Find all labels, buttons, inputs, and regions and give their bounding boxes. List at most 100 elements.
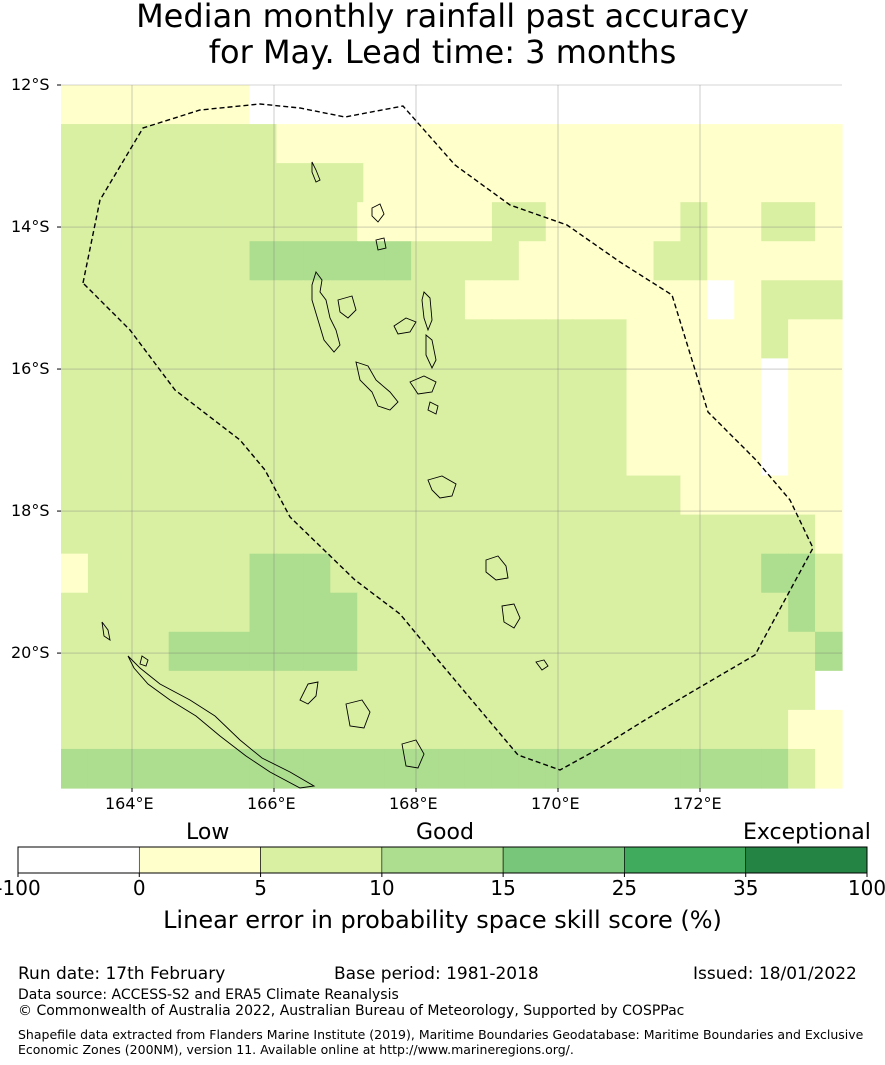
skill-cell bbox=[249, 397, 278, 438]
skill-cell bbox=[599, 397, 628, 438]
skill-cell bbox=[680, 241, 708, 281]
skill-cell bbox=[195, 748, 224, 789]
skill-cell bbox=[707, 124, 735, 164]
skill-cell bbox=[464, 709, 493, 750]
skill-cell bbox=[357, 280, 385, 320]
skill-cell bbox=[464, 436, 493, 477]
skill-cell bbox=[249, 592, 278, 633]
skill-cell bbox=[168, 475, 197, 516]
skill-cell bbox=[363, 163, 390, 203]
skill-cell bbox=[734, 748, 762, 789]
skill-cell bbox=[114, 319, 143, 359]
skill-cell bbox=[276, 85, 304, 125]
skill-cell bbox=[788, 202, 816, 242]
skill-cell bbox=[249, 124, 278, 164]
skill-cell bbox=[815, 553, 843, 594]
skill-cell bbox=[734, 241, 762, 281]
skill-cell bbox=[61, 358, 89, 399]
skill-cell bbox=[384, 553, 412, 594]
skill-cell bbox=[491, 514, 520, 555]
skill-cell bbox=[384, 202, 412, 242]
skill-cell bbox=[491, 631, 520, 672]
skill-cell bbox=[626, 397, 655, 438]
skill-cell bbox=[734, 280, 762, 320]
skill-cell bbox=[626, 631, 655, 672]
skill-cell bbox=[572, 280, 601, 320]
skill-cell bbox=[61, 202, 89, 242]
skill-cell bbox=[87, 397, 116, 438]
skill-cell bbox=[87, 436, 116, 477]
skill-cell bbox=[168, 124, 197, 164]
skill-cell bbox=[87, 748, 116, 789]
skill-cell bbox=[680, 358, 708, 399]
skill-cell bbox=[303, 631, 331, 672]
issued-date: Issued: 18/01/2022 bbox=[693, 964, 857, 984]
skill-cell bbox=[761, 85, 789, 125]
skill-cell bbox=[599, 748, 628, 789]
skill-cell bbox=[411, 358, 439, 399]
skill-cell bbox=[761, 397, 789, 438]
skill-cell bbox=[141, 709, 170, 750]
colorbar-tick-label: 100 bbox=[847, 876, 885, 900]
skill-cell bbox=[237, 163, 264, 203]
skill-cell bbox=[572, 202, 601, 242]
island-gaua bbox=[375, 237, 387, 251]
skill-cell bbox=[303, 241, 331, 281]
skill-cell bbox=[330, 241, 358, 281]
skill-cell bbox=[357, 124, 385, 164]
skill-cell bbox=[330, 514, 358, 555]
island-new-caledonia bbox=[127, 655, 316, 789]
skill-cell bbox=[303, 202, 331, 242]
skill-cell bbox=[276, 670, 304, 711]
skill-cell bbox=[653, 670, 682, 711]
skill-cell bbox=[61, 670, 89, 711]
skill-cell bbox=[357, 202, 385, 242]
skill-cell bbox=[195, 124, 224, 164]
skill-cell bbox=[518, 280, 547, 320]
skill-cell bbox=[141, 748, 170, 789]
skill-cell bbox=[707, 748, 735, 789]
skill-cell bbox=[766, 163, 793, 203]
skill-cell bbox=[788, 319, 816, 359]
skill-cell bbox=[61, 241, 89, 281]
skill-cell bbox=[195, 85, 224, 125]
skill-cell bbox=[330, 280, 358, 320]
skill-cell bbox=[411, 202, 439, 242]
skill-cell bbox=[438, 514, 466, 555]
skill-cell bbox=[599, 124, 628, 164]
skill-cell bbox=[61, 475, 89, 516]
skill-cell bbox=[707, 85, 735, 125]
skill-cell bbox=[545, 553, 574, 594]
skill-cell bbox=[330, 397, 358, 438]
skill-cell bbox=[815, 319, 843, 359]
skill-cell bbox=[141, 124, 170, 164]
skill-cell bbox=[626, 124, 655, 164]
skill-cell bbox=[815, 202, 843, 242]
skill-cell bbox=[87, 358, 116, 399]
skill-cell bbox=[707, 514, 735, 555]
skill-cell bbox=[599, 85, 628, 125]
skill-cell bbox=[741, 163, 768, 203]
skill-cell bbox=[141, 202, 170, 242]
skill-cell bbox=[114, 553, 143, 594]
skill-cell bbox=[707, 592, 735, 633]
colorbar-segment bbox=[624, 846, 747, 874]
skill-cell bbox=[276, 514, 304, 555]
skill-cell bbox=[303, 280, 331, 320]
skill-cell bbox=[518, 202, 547, 242]
skill-cell bbox=[815, 631, 843, 672]
skill-cell bbox=[141, 241, 170, 281]
skill-cell bbox=[384, 436, 412, 477]
chart-title-line1: Median monthly rainfall past accuracy bbox=[136, 0, 749, 35]
skill-cell bbox=[114, 280, 143, 320]
skill-cell bbox=[438, 670, 466, 711]
skill-cell bbox=[545, 436, 574, 477]
island-ambae bbox=[393, 317, 417, 335]
skill-cell bbox=[61, 85, 89, 125]
skill-cell bbox=[61, 631, 89, 672]
skill-cell bbox=[168, 397, 197, 438]
skill-cell bbox=[626, 670, 655, 711]
skill-cell bbox=[249, 319, 278, 359]
skill-cell bbox=[141, 280, 170, 320]
skill-cell bbox=[599, 670, 628, 711]
